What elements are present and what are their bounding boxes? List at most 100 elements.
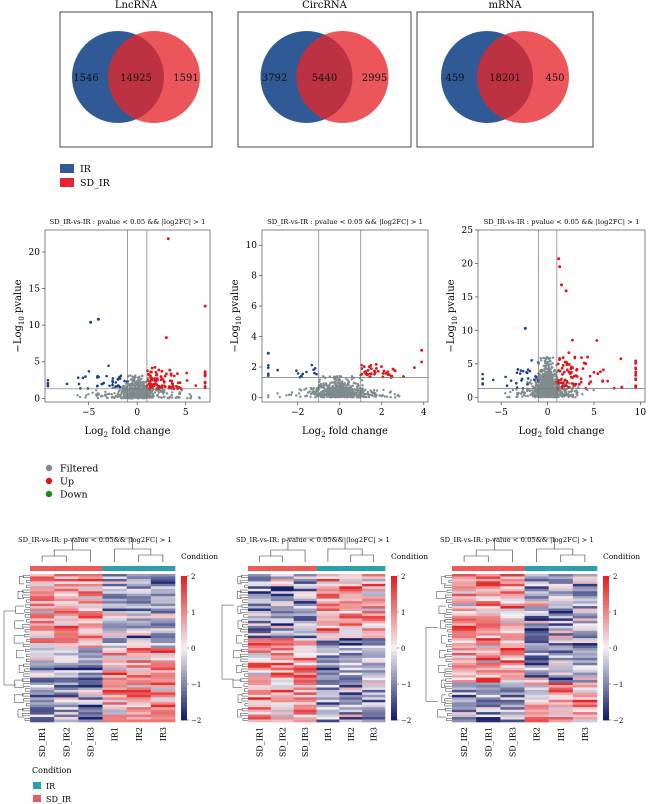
heatmap-cell: [476, 640, 501, 644]
heatmap-cell: [339, 591, 363, 595]
heatmap-cell: [339, 596, 363, 599]
heatmap-cell: [78, 623, 103, 627]
heatmap-cell: [30, 593, 55, 597]
heatmap-cell: [452, 618, 477, 622]
heatmap-cell: [293, 640, 317, 644]
heatmap-cell: [270, 618, 294, 622]
heatmap-cell: [476, 662, 501, 666]
heatmap-cell: [362, 576, 386, 580]
color-scale-tick: −1: [613, 681, 623, 689]
heatmap-cell: [476, 623, 501, 627]
heatmap-cell: [316, 628, 340, 632]
heatmap-cell: [54, 591, 79, 595]
heatmap-cell: [248, 648, 272, 651]
heatmap-cell: [316, 643, 340, 646]
heatmap-cell: [339, 677, 363, 681]
heatmap-cell: [476, 689, 501, 693]
heatmap-cell: [572, 709, 598, 713]
filtered-point: [363, 395, 366, 398]
heatmap-cell: [270, 638, 294, 641]
filtered-point: [141, 389, 145, 392]
heatmap-cell: [452, 645, 477, 649]
heatmap-cell: [572, 689, 598, 693]
heatmap-cell: [500, 638, 525, 641]
heatmap-cell: [476, 606, 501, 609]
filtered-point: [338, 374, 341, 378]
heatmap-cell: [126, 660, 152, 664]
heatmap-cell: [500, 583, 525, 587]
condition-bar-cell: [102, 566, 127, 571]
heatmap-cell: [102, 675, 127, 678]
volcano-legend-dot-filtered: [45, 464, 53, 472]
heatmap-cell: [30, 665, 55, 669]
filtered-point: [534, 385, 537, 389]
heatmap-cell: [548, 643, 574, 646]
up-point: [382, 369, 386, 373]
heatmap-cell: [452, 675, 477, 678]
heatmap-cell: [316, 591, 340, 595]
heatmap-cell: [248, 712, 272, 715]
heatmap-cell: [150, 630, 176, 634]
heatmap-cell: [270, 697, 294, 701]
heatmap-cell: [78, 608, 103, 612]
heatmap-cell: [150, 606, 176, 609]
filtered-point: [328, 375, 332, 378]
heatmap-cell: [362, 665, 386, 669]
down-point: [526, 383, 529, 386]
up-point: [575, 368, 578, 372]
filtered-point: [351, 391, 354, 394]
heatmap-cell: [293, 712, 317, 715]
heatmap-cell: [548, 680, 574, 683]
column-label: SD_IR2: [278, 727, 287, 757]
heatmap-cell: [572, 581, 598, 585]
heatmap-cell: [476, 677, 501, 681]
heatmap-cell: [476, 591, 501, 595]
y-axis-label: −Log10 pvalue: [13, 279, 26, 352]
heatmap-cell: [362, 606, 386, 609]
filtered-point: [347, 380, 351, 384]
heatmap-cell: [78, 576, 103, 580]
volcano-frame: [261, 229, 429, 403]
heatmap-cell: [126, 672, 152, 676]
heatmap-cell: [524, 689, 549, 693]
heatmap-cell: [316, 581, 340, 585]
heatmap-cell: [30, 598, 55, 602]
down-point: [96, 384, 99, 388]
heatmap-cell: [476, 709, 501, 713]
filtered-point: [551, 356, 555, 359]
up-point: [577, 382, 581, 386]
up-point: [380, 365, 383, 369]
heatmap-cell: [524, 670, 549, 673]
filtered-point: [136, 376, 140, 379]
heatmap-cell: [293, 611, 317, 614]
condition-bar-cell: [339, 566, 363, 571]
filtered-point: [372, 389, 376, 392]
heatmap-cell: [54, 707, 79, 710]
heatmap-cell: [339, 583, 363, 587]
filtered-point: [347, 387, 350, 390]
venn-frame: [237, 11, 412, 148]
heatmap-cell: [102, 702, 127, 706]
up-point: [203, 304, 207, 308]
up-point: [387, 373, 391, 376]
heatmap-cell: [362, 687, 386, 691]
heatmap-cell: [316, 598, 340, 602]
heatmap-cell: [548, 630, 574, 634]
filtered-point: [289, 393, 293, 396]
heatmap-cell: [339, 685, 363, 688]
down-point: [481, 372, 484, 376]
heatmap-cell: [524, 620, 549, 624]
heatmap-cell: [248, 675, 272, 678]
heatmap-cell: [500, 643, 525, 646]
venn-frame: [416, 11, 594, 148]
heatmap-cell: [452, 606, 477, 609]
filtered-point: [529, 392, 533, 396]
up-point: [560, 366, 564, 370]
heatmap-cell: [476, 685, 501, 688]
heatmap-cell: [572, 583, 598, 587]
filtered-point: [189, 396, 193, 400]
heatmap-cell: [248, 657, 272, 661]
venn-set-sd-ir: [296, 31, 389, 123]
filtered-point: [111, 386, 114, 389]
filtered-point: [170, 396, 174, 399]
